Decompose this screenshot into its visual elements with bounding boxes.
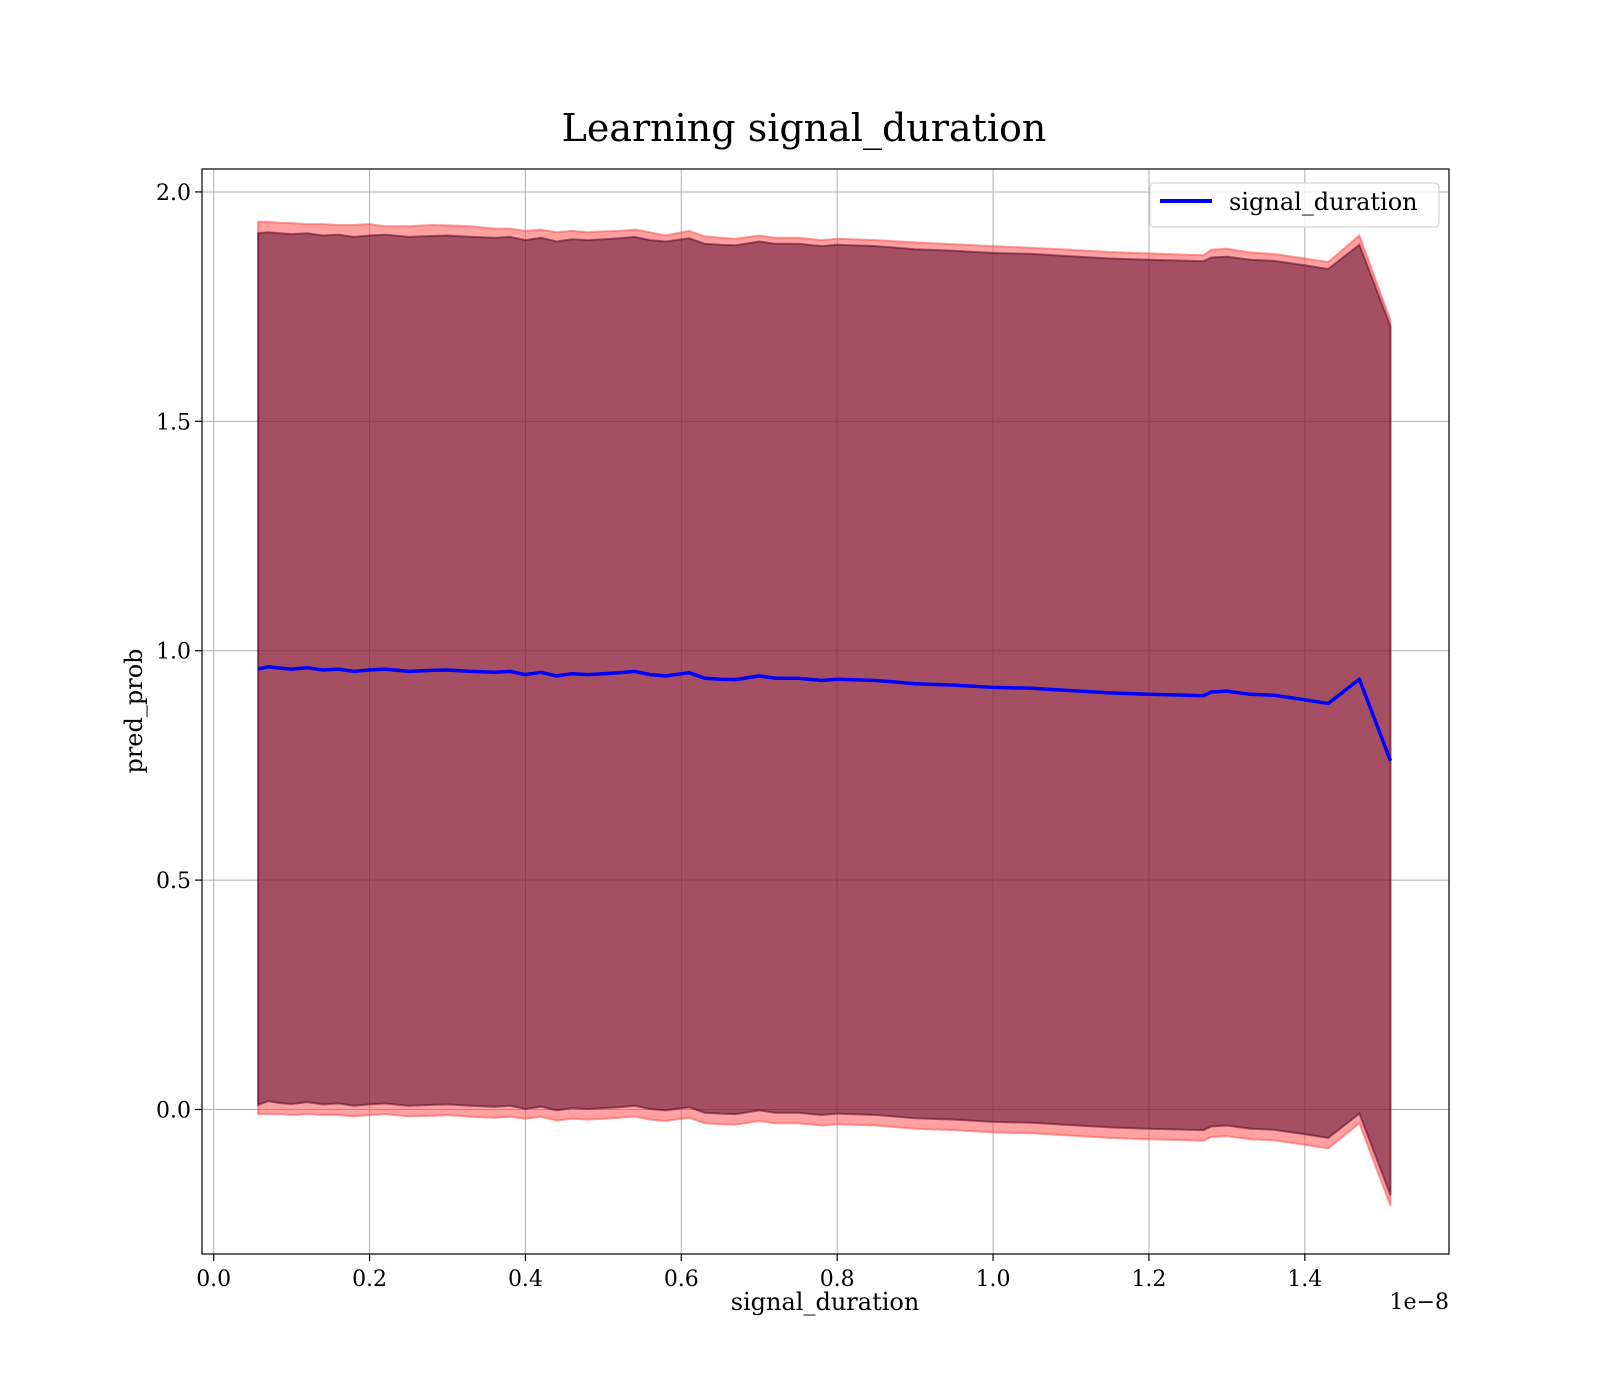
x-tick-label: 0.4 (508, 1267, 543, 1292)
x-tick-label: 1.4 (1287, 1267, 1322, 1292)
y-tick-label: 2.0 (156, 181, 191, 206)
x-tick-label: 1.2 (1131, 1267, 1166, 1292)
plot-frame (201, 168, 1450, 1255)
confidence-band (257, 231, 1392, 1196)
legend-box (1149, 182, 1440, 228)
y-tick-label: 1.5 (156, 410, 191, 435)
x-tick-label: 0.8 (820, 1267, 855, 1292)
y-axis-label: pred_prob (120, 648, 148, 773)
x-axis-offset-label: 1e−8 (1390, 1290, 1449, 1315)
y-tick-label: 0.0 (156, 1098, 191, 1123)
series-lines (257, 665, 1393, 762)
chart-title: Learning signal_duration (562, 106, 1047, 151)
y-tick-label: 1.0 (156, 640, 191, 665)
y-tick-label: 0.5 (156, 869, 191, 894)
confidence-bands (257, 220, 1392, 1207)
series-line (257, 665, 1393, 762)
x-tick-label: 0.2 (352, 1267, 387, 1292)
x-tick-label: 1.0 (976, 1267, 1011, 1292)
legend-label: signal_duration (1229, 188, 1418, 216)
x-axis-ticks: 0.0 0.2 0.4 0.6 0.8 1.0 1.2 1.4 (196, 1254, 1322, 1292)
legend: signal_duration (1149, 182, 1440, 228)
x-tick-label: 0.0 (196, 1267, 231, 1292)
y-axis-ticks: 0.0 0.5 1.0 1.5 2.0 (156, 181, 202, 1123)
x-tick-label: 0.6 (664, 1267, 699, 1292)
x-axis-label: signal_duration (731, 1288, 920, 1316)
